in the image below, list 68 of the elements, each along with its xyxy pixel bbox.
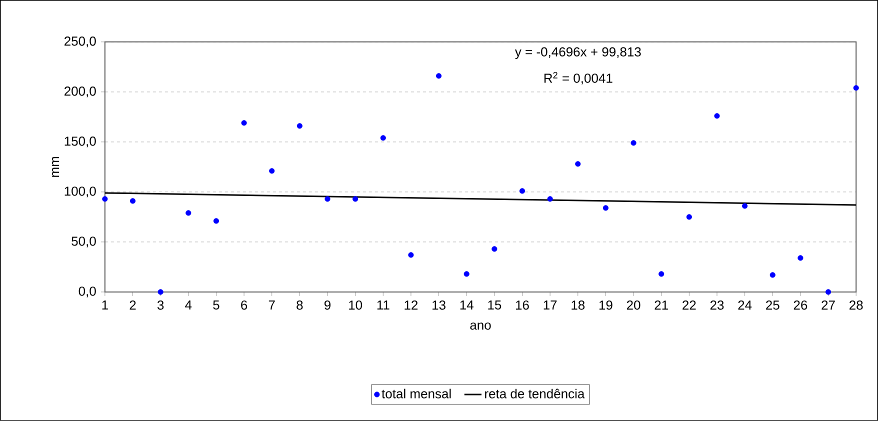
x-tick-label: 17: [544, 300, 557, 310]
point: [186, 210, 192, 216]
point: [798, 255, 804, 261]
point: [464, 271, 470, 277]
legend-label: reta de tendência: [485, 388, 585, 398]
x-tick-label: 27: [822, 300, 835, 310]
x-tick-label: 5: [213, 300, 220, 310]
y-tick-label: 150,0: [64, 136, 96, 148]
point: [686, 214, 692, 220]
x-tick-label: 21: [654, 300, 668, 310]
x-tick-label: 28: [850, 300, 863, 310]
x-tick-label: 3: [157, 300, 164, 310]
x-tick-label: 11: [377, 300, 390, 310]
y-axis-title: mm: [52, 157, 59, 177]
point: [213, 218, 220, 224]
x-tick-label: 22: [682, 300, 696, 310]
x-tick-label: 6: [241, 300, 248, 310]
x-tick-label: 19: [599, 300, 612, 310]
point: [269, 168, 275, 174]
point: [519, 188, 526, 194]
x-tick-label: 23: [710, 300, 724, 310]
x-axis-title: ano: [470, 322, 491, 330]
x-tick-label: 15: [488, 300, 502, 310]
x-tick-label: 24: [738, 300, 752, 310]
point: [380, 135, 386, 141]
point: [658, 271, 664, 277]
x-tick-label: 13: [432, 300, 446, 310]
point: [436, 73, 442, 79]
point: [241, 120, 247, 126]
annotation: y = -0,4696x + 99,813: [514, 47, 641, 60]
point: [408, 252, 414, 258]
point: [158, 289, 164, 295]
y-tick-label: 100,0: [64, 186, 96, 198]
point: [742, 203, 748, 209]
x-tick-label: 12: [404, 300, 418, 310]
point: [853, 85, 859, 91]
point: [102, 196, 108, 202]
y-tick-label: 200,0: [64, 86, 96, 98]
x-tick-label: 10: [349, 300, 362, 310]
point: [352, 196, 358, 202]
point: [547, 196, 553, 202]
x-tick-label: 9: [324, 300, 331, 310]
point: [492, 246, 498, 252]
point: [825, 289, 832, 295]
y-tick-label: 250,0: [64, 36, 96, 48]
x-tick-label: 14: [460, 300, 474, 310]
point: [714, 113, 720, 119]
legend-label: total mensal: [382, 388, 451, 398]
point: [296, 123, 302, 129]
x-tick-label: 7: [268, 300, 275, 310]
x-tick-label: 1: [102, 300, 108, 310]
x-tick-label: 20: [626, 300, 640, 310]
point: [602, 205, 609, 211]
point: [630, 140, 636, 146]
x-tick-label: 18: [572, 300, 585, 310]
point: [770, 272, 776, 278]
point: [130, 198, 136, 204]
annotation: R$^{2}$ = 0,0041: [544, 72, 612, 84]
x-tick-label: 26: [794, 300, 808, 310]
x-tick-label: 25: [766, 300, 780, 310]
y-tick-label: 0,0: [78, 286, 96, 298]
x-tick-label: 2: [130, 300, 136, 310]
point: [575, 161, 581, 167]
point: [324, 196, 330, 202]
x-tick-label: 16: [516, 300, 529, 310]
y-tick-label: 50,0: [72, 236, 96, 248]
x-tick-label: 8: [296, 300, 303, 310]
x-tick-label: 4: [185, 300, 192, 310]
